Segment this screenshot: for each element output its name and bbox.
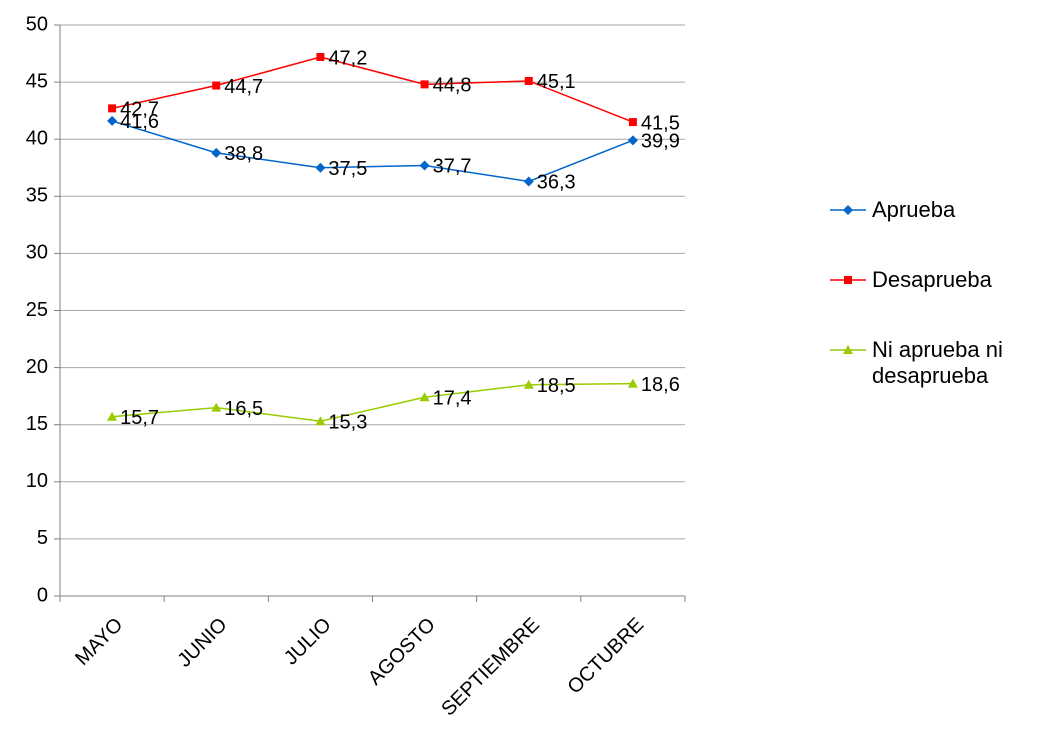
series-line <box>112 382 633 423</box>
y-tick-label: 35 <box>26 185 48 207</box>
x-tick-label: SEPTIEMBRE <box>437 614 544 721</box>
x-tick-label: MAYO <box>71 614 127 670</box>
legend-marker <box>843 345 853 354</box>
data-point <box>211 147 222 158</box>
y-tick-label: 15 <box>26 413 48 435</box>
x-tick-label: JULIO <box>280 614 336 670</box>
y-tick-label: 20 <box>26 356 48 378</box>
series-line <box>111 56 634 123</box>
data-label: 44,7 <box>224 76 263 98</box>
data-label: 15,7 <box>120 407 159 429</box>
x-tick-label: AGOSTO <box>364 614 440 690</box>
data-label: 15,3 <box>328 412 367 434</box>
legend-marker <box>843 205 853 215</box>
data-point <box>628 118 637 127</box>
data-label: 37,5 <box>328 158 367 180</box>
y-tick-label: 0 <box>37 584 48 606</box>
data-point <box>419 392 430 402</box>
x-tick-label: OCTUBRE <box>563 614 648 699</box>
legend-label: Aprueba <box>872 197 956 222</box>
data-point <box>523 379 534 389</box>
data-point <box>419 160 430 171</box>
data-label: 39,9 <box>641 131 680 153</box>
data-label: 44,8 <box>433 75 472 97</box>
data-label: 18,6 <box>641 374 680 396</box>
data-label: 38,8 <box>224 143 263 165</box>
legend-label: Desaprueba <box>872 267 992 292</box>
data-point <box>420 80 429 89</box>
y-tick-label: 40 <box>26 127 48 149</box>
data-point <box>315 162 326 173</box>
y-tick-label: 25 <box>26 299 48 321</box>
data-label: 17,4 <box>433 388 472 410</box>
data-label: 42,7 <box>120 99 159 121</box>
data-label: 41,6 <box>120 111 159 133</box>
data-label: 47,2 <box>328 47 367 69</box>
series-line <box>111 120 634 183</box>
data-point <box>107 115 118 126</box>
y-tick-label: 50 <box>26 13 48 35</box>
data-point <box>524 76 533 85</box>
data-point <box>315 416 326 426</box>
data-label: 18,5 <box>537 375 576 397</box>
data-point <box>627 378 638 388</box>
y-tick-label: 30 <box>26 242 48 264</box>
data-label: 41,5 <box>641 112 680 134</box>
x-tick-label: JUNIO <box>174 614 232 672</box>
data-point <box>108 104 117 113</box>
data-label: 16,5 <box>224 398 263 420</box>
data-label: 37,7 <box>433 156 472 178</box>
data-label: 36,3 <box>537 172 576 194</box>
data-point <box>212 81 221 90</box>
y-tick-label: 10 <box>26 470 48 492</box>
data-point <box>627 135 638 146</box>
data-point <box>211 402 222 412</box>
data-label: 45,1 <box>537 71 576 93</box>
legend-marker <box>844 276 852 284</box>
y-tick-label: 45 <box>26 70 48 92</box>
data-point <box>523 176 534 187</box>
legend-label: Ni aprueba ni desaprueba <box>872 337 1003 388</box>
y-tick-label: 5 <box>37 527 48 549</box>
data-point <box>316 52 325 61</box>
data-point <box>107 411 118 421</box>
